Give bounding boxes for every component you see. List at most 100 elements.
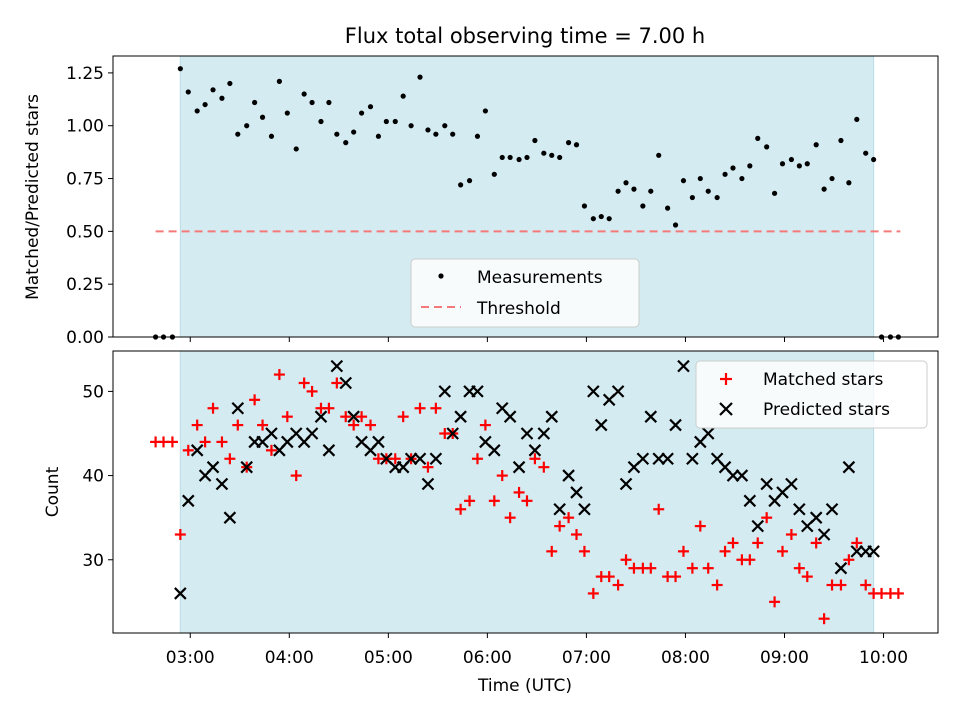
ratio-y-tick-label: 0.75 (66, 170, 104, 190)
matched-star-point (761, 512, 773, 524)
matched-star-point (504, 512, 516, 524)
matched-star-point (521, 495, 533, 507)
predicted-star-point (503, 410, 517, 423)
measurement-point (656, 152, 662, 158)
matched-star-point (711, 579, 723, 591)
predicted-star-point (743, 494, 757, 508)
measurement-point (351, 129, 357, 135)
ratio-y-tick-label: 0.50 (66, 222, 104, 242)
ratio-legend-box (410, 258, 640, 328)
measurement-point (375, 133, 382, 139)
matched-star-point (777, 545, 789, 557)
matched-star-point (851, 537, 863, 549)
measurement-point (722, 171, 728, 177)
measurement-point (343, 140, 349, 146)
predicted-star-point (619, 477, 633, 491)
measurement-point (334, 131, 340, 137)
count-x-tick-label: 05:00 (364, 648, 413, 668)
legend-threshold-label: Threshold (476, 299, 561, 319)
predicted-star-point (231, 401, 245, 415)
measurement-point (450, 131, 456, 137)
matched-star-point (546, 545, 558, 557)
predicted-star-point (594, 418, 608, 432)
predicted-star-point (265, 427, 278, 440)
predicted-star-point (677, 359, 690, 373)
predicted-star-point (611, 385, 625, 398)
matched-star-point (290, 470, 302, 482)
ratio-axes-frame (112, 55, 939, 338)
predicted-star-point (669, 418, 682, 432)
matched-star-point (752, 537, 764, 549)
predicted-star-point (421, 477, 435, 491)
measurement-point (276, 78, 282, 84)
measurement-point (640, 203, 646, 209)
measurement-point (318, 118, 324, 125)
matched-star-point (365, 419, 377, 431)
matched-star-point (397, 411, 409, 423)
matched-star-point (702, 562, 714, 574)
count-y-tick-label: 40 (82, 467, 104, 487)
measurement-point (425, 127, 431, 133)
measurement-point (739, 175, 745, 182)
legend-predicted-marker (719, 402, 733, 416)
predicted-star-point (578, 502, 591, 516)
count-x-ticks: 03:00 04:00 05:00 06:00 07:00 08:00 09:00 10:00 (166, 633, 908, 668)
measurement-point (309, 99, 315, 106)
measurement-point (838, 137, 844, 144)
measurement-point (252, 99, 258, 106)
matched-star-point (563, 512, 575, 524)
measurement-point (268, 133, 275, 139)
matched-star-point (892, 587, 904, 599)
matched-star-point (496, 470, 508, 482)
legend-measurements-label: Measurements (477, 268, 603, 288)
predicted-star-point (644, 410, 658, 423)
predicted-star-point (809, 511, 823, 524)
matched-star-point (677, 545, 689, 557)
measurement-point (433, 131, 439, 137)
count-points (150, 359, 904, 625)
measurement-point (516, 156, 522, 163)
ratio-y-ticks: 0.00 0.25 0.50 0.75 1.00 1.25 (66, 64, 113, 348)
predicted-star-point (206, 460, 220, 474)
measurement-point (326, 99, 332, 106)
predicted-star-point (174, 587, 187, 600)
measurement-point (507, 154, 513, 161)
predicted-star-point (404, 452, 418, 466)
measurement-point (301, 91, 307, 97)
measurement-point (788, 156, 795, 163)
matched-star-point (281, 411, 293, 423)
measurement-point (863, 150, 869, 156)
measurement-point (796, 163, 802, 169)
predicted-star-point (834, 561, 848, 575)
predicted-star-point (686, 452, 699, 466)
measurement-point (714, 194, 720, 201)
measurement-point (846, 180, 852, 186)
measurement-point (672, 222, 679, 228)
matched-star-point (529, 453, 541, 465)
measurement-point (491, 171, 497, 177)
predicted-star-point (322, 444, 336, 457)
matched-star-point (306, 385, 318, 397)
predicted-star-point (454, 410, 467, 423)
matched-star-point (719, 545, 731, 557)
matched-star-point (686, 562, 698, 574)
measurement-point (417, 74, 423, 80)
matched-star-point (422, 461, 434, 473)
predicted-star-point (760, 477, 773, 491)
predicted-star-point (190, 444, 204, 457)
matched-star-point (818, 613, 830, 625)
predicted-star-point (570, 486, 583, 499)
predicted-star-point (867, 545, 880, 558)
measurement-point (532, 137, 538, 144)
measurement-point (392, 118, 398, 125)
measurement-point (598, 213, 604, 220)
count-x-tick-label: 06:00 (463, 648, 512, 668)
measurement-point (474, 133, 481, 139)
predicted-star-point (735, 469, 749, 482)
measurement-point (821, 186, 827, 192)
measurement-point (755, 135, 761, 141)
measurement-point (235, 131, 241, 137)
predicted-star-point (314, 410, 328, 423)
matched-star-point (389, 453, 401, 465)
matched-star-point (340, 411, 352, 423)
